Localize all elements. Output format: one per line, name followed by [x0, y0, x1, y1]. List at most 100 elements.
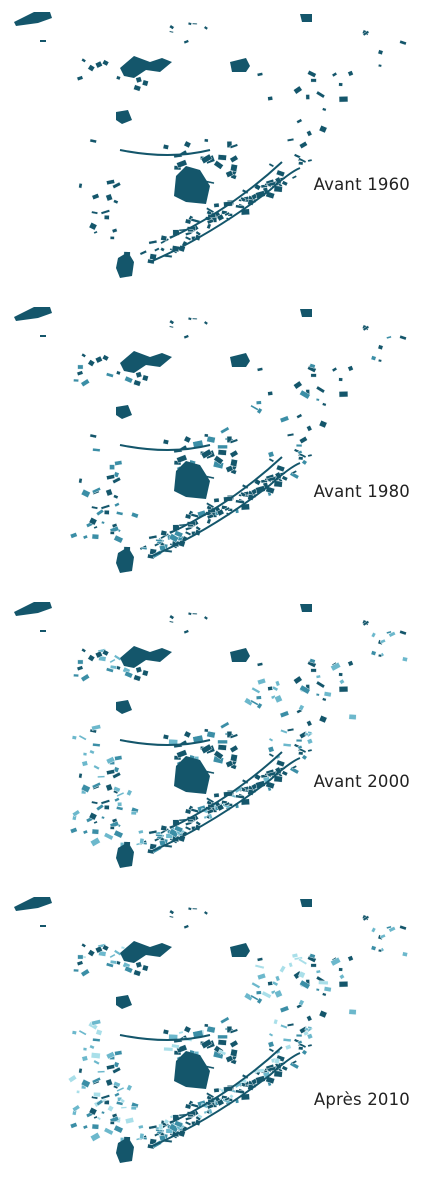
- built-area: [116, 1137, 134, 1163]
- built-parcel: [114, 460, 123, 466]
- built-area: [116, 252, 134, 278]
- built-parcel: [69, 827, 78, 834]
- built-parcel: [113, 1092, 120, 1098]
- built-parcel: [91, 724, 102, 731]
- built-parcel: [109, 658, 116, 664]
- built-parcel: [279, 710, 290, 719]
- built-parcel: [288, 961, 294, 968]
- built-parcel: [82, 1047, 88, 1052]
- built-parcel: [206, 218, 215, 225]
- built-parcel: [112, 1066, 122, 1074]
- built-parcel: [184, 808, 192, 815]
- period-label: Après 2010: [313, 1090, 410, 1109]
- built-area: [116, 700, 132, 714]
- built-parcel: [256, 957, 264, 962]
- built-parcel: [213, 792, 220, 798]
- built-area: [300, 899, 312, 907]
- built-parcel: [280, 728, 288, 735]
- built-parcel: [299, 979, 311, 990]
- built-parcel: [109, 664, 118, 670]
- built-parcel: [295, 443, 303, 448]
- built-parcel: [105, 193, 114, 202]
- built-parcel: [89, 138, 97, 144]
- built-parcel: [310, 373, 317, 378]
- built-parcel: [315, 693, 320, 697]
- built-parcel: [219, 1016, 230, 1025]
- built-parcel: [256, 1068, 265, 1073]
- built-parcel: [225, 760, 234, 768]
- built-parcel: [386, 335, 392, 340]
- built-parcel: [250, 404, 260, 411]
- built-strip: [119, 149, 211, 156]
- built-parcel: [115, 75, 121, 81]
- built-parcel: [71, 735, 78, 741]
- built-area: [120, 351, 172, 373]
- built-parcel: [155, 833, 164, 838]
- built-parcel: [200, 153, 213, 165]
- built-parcel: [163, 1118, 170, 1125]
- built-parcel: [347, 365, 354, 372]
- built-parcel: [94, 355, 103, 364]
- built-parcel: [230, 753, 238, 762]
- built-parcel: [126, 789, 133, 797]
- built-parcel: [229, 733, 239, 739]
- built-parcel: [281, 1065, 289, 1072]
- built-parcel: [192, 907, 198, 910]
- built-parcel: [130, 811, 137, 816]
- built-parcel: [251, 686, 261, 694]
- built-parcel: [206, 223, 212, 230]
- built-parcel: [271, 685, 279, 692]
- built-parcel: [133, 84, 142, 92]
- built-parcel: [141, 964, 149, 972]
- built-parcel: [133, 969, 142, 977]
- built-parcel: [217, 1049, 227, 1056]
- built-parcel: [69, 532, 78, 539]
- built-parcel: [120, 945, 126, 950]
- built-area: [300, 14, 312, 22]
- built-parcel: [286, 432, 295, 437]
- built-strip: [169, 161, 283, 239]
- built-parcel: [216, 213, 225, 222]
- built-parcel: [217, 154, 227, 161]
- built-parcel: [318, 1009, 328, 1019]
- built-parcel: [277, 182, 283, 188]
- built-strip: [119, 444, 211, 451]
- built-parcel: [109, 236, 115, 240]
- built-parcel: [338, 678, 345, 685]
- built-parcel: [293, 153, 302, 159]
- built-parcel: [256, 72, 264, 77]
- built-parcel: [120, 1106, 127, 1109]
- built-parcel: [307, 158, 313, 163]
- built-parcel: [315, 398, 320, 402]
- built-parcel: [141, 79, 149, 87]
- built-parcel: [88, 812, 98, 821]
- built-parcel: [255, 990, 262, 995]
- built-parcel: [113, 949, 122, 957]
- built-parcel: [338, 391, 349, 398]
- built-parcel: [347, 70, 354, 77]
- built-parcel: [225, 170, 234, 178]
- built-parcel: [298, 751, 304, 756]
- built-parcel: [183, 1025, 192, 1034]
- built-parcel: [282, 1037, 292, 1043]
- built-parcel: [338, 96, 349, 103]
- built-parcel: [115, 806, 124, 811]
- built-parcel: [71, 1030, 78, 1036]
- built-parcel: [200, 1038, 213, 1050]
- built-parcel: [169, 30, 174, 34]
- built-parcel: [88, 222, 98, 231]
- built-parcel: [318, 124, 328, 134]
- built-parcel: [91, 1076, 102, 1084]
- built-parcel: [297, 957, 308, 966]
- built-parcel: [315, 385, 326, 394]
- built-parcel: [306, 1015, 313, 1022]
- built-parcel: [217, 444, 228, 449]
- built-parcel: [114, 1050, 123, 1056]
- built-parcel: [105, 1078, 114, 1087]
- built-parcel: [40, 335, 46, 337]
- built-parcel: [148, 829, 158, 835]
- built-parcel: [40, 630, 46, 632]
- built-parcel: [321, 697, 327, 702]
- built-parcel: [111, 227, 118, 234]
- built-parcel: [291, 469, 298, 475]
